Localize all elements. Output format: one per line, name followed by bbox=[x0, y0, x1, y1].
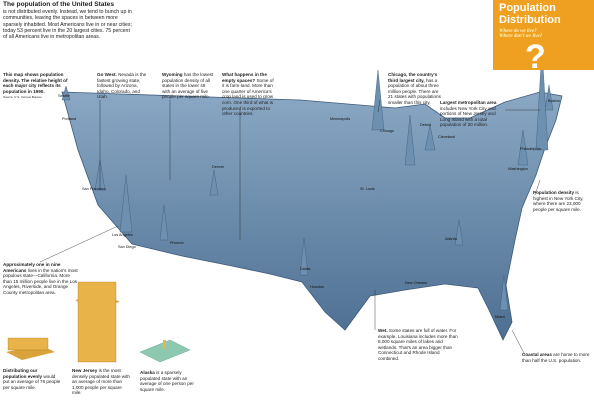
annotation: Coastal areas are home to more than half… bbox=[522, 352, 590, 363]
city-label: Cleveland bbox=[438, 135, 455, 139]
city-label: Phoenix bbox=[170, 241, 184, 245]
annotation-text: Some states are full of water. For examp… bbox=[378, 328, 458, 361]
annotation-lead: This map shows population density. The r… bbox=[3, 72, 68, 94]
annotation-text: is a sparsely populated state with an av… bbox=[140, 370, 194, 392]
annotation-text: lives in the nation's most populous stat… bbox=[3, 267, 78, 295]
city-label: Dallas bbox=[300, 267, 311, 271]
annotation-lead: What happens in the empty spaces? bbox=[222, 72, 267, 83]
city-label: Houston bbox=[310, 285, 324, 289]
annotation-text: is highest in New York City, where there… bbox=[533, 190, 584, 212]
annotation-lead: Approximately one in nine Americans bbox=[3, 262, 61, 273]
title-box: Population Distribution Where do we live… bbox=[493, 0, 594, 74]
city-label: Washington bbox=[508, 167, 528, 171]
annotation-text: has the lowest population density of all… bbox=[162, 72, 214, 100]
city-label: New Orleans bbox=[405, 281, 427, 285]
intro: The population of the United States is no… bbox=[3, 1, 135, 41]
annotation-lead: Coastal areas bbox=[522, 352, 552, 357]
annotation: This map shows population density. The r… bbox=[3, 72, 78, 100]
annotation-lead: Alaska bbox=[140, 370, 155, 375]
city-label: Philadelphia bbox=[520, 147, 542, 151]
annotation-lead: New Jersey bbox=[72, 368, 98, 373]
annotation: New Jersey is the most densely populated… bbox=[72, 368, 132, 396]
annotation-text: Nevada is the fastest growing state, fol… bbox=[97, 72, 147, 100]
annotation-text: is the most densely populated state with… bbox=[72, 368, 130, 396]
annotation: Wyoming has the lowest population densit… bbox=[162, 72, 214, 100]
annotation: Chicago, the country's third largest cit… bbox=[388, 72, 444, 106]
annotation-lead: Largest metropolitan area bbox=[440, 100, 497, 105]
title: Population Distribution bbox=[499, 2, 561, 26]
annotation: Distributing our population evenly would… bbox=[3, 368, 61, 390]
city-label: Los Angeles bbox=[112, 233, 133, 237]
city-label: San Diego bbox=[118, 245, 136, 249]
annotation-text: Some of it is farm-land. More than one q… bbox=[222, 77, 274, 117]
city-spikes bbox=[61, 47, 554, 311]
annotation-text: are home to more than half the U.S. popu… bbox=[522, 352, 590, 363]
city-label: Seattle bbox=[58, 94, 70, 98]
annotation-text: Source: U.S. Census Bureau bbox=[3, 95, 42, 100]
annotation: Approximately one in nine Americans live… bbox=[3, 262, 79, 296]
city-label: Atlanta bbox=[445, 237, 458, 241]
city-label: Boston bbox=[548, 99, 560, 103]
annotation: Population density is highest in New Yor… bbox=[533, 190, 591, 212]
annotation-text: would put an average of 76 people per sq… bbox=[3, 373, 61, 390]
city-label: Detroit bbox=[420, 123, 432, 127]
intro-text: is not distributed evenly. Instead, we t… bbox=[3, 9, 132, 41]
annotation: Go West. Nevada is the fastest growing s… bbox=[97, 72, 147, 100]
annotation-text: includes New York City and portions of N… bbox=[440, 105, 496, 128]
question-mark: ? bbox=[525, 38, 546, 76]
annotation: Alaska is a sparsely populated state wit… bbox=[140, 370, 198, 392]
annotation-lead: Population density bbox=[533, 190, 575, 195]
annotation: Wet. Some states are full of water. For … bbox=[378, 328, 458, 362]
annotation: Largest metropolitan area includes New Y… bbox=[440, 100, 504, 128]
city-label: Miami bbox=[495, 315, 505, 319]
subtitle: Where do we live? Where don't we live? bbox=[499, 29, 543, 39]
us-map bbox=[61, 91, 563, 341]
annotation-lead: Go West. bbox=[97, 72, 117, 77]
city-label: Denver bbox=[212, 165, 225, 169]
city-label: Minneapolis bbox=[330, 117, 350, 121]
city-label: Chicago bbox=[380, 129, 394, 133]
bottom-illustrations bbox=[6, 281, 191, 363]
city-label: San Francisco bbox=[82, 187, 106, 191]
annotation-lead: Wet. bbox=[378, 328, 388, 333]
city-label: St. Louis bbox=[360, 187, 375, 191]
annotation: What happens in the empty spaces? Some o… bbox=[222, 72, 277, 117]
annotation-lead: Distributing our population evenly bbox=[3, 368, 43, 379]
city-labels: New York CitySeattlePortlandSan Francisc… bbox=[58, 43, 560, 319]
leader-lines bbox=[39, 99, 541, 356]
intro-title: The population of the United States bbox=[3, 1, 114, 8]
annotation-lead: Wyoming bbox=[162, 72, 183, 77]
annotation-text: has a population of about three million … bbox=[388, 77, 441, 105]
annotation-lead: Chicago, the country's third largest cit… bbox=[388, 72, 438, 83]
city-label: Portland bbox=[62, 117, 76, 121]
